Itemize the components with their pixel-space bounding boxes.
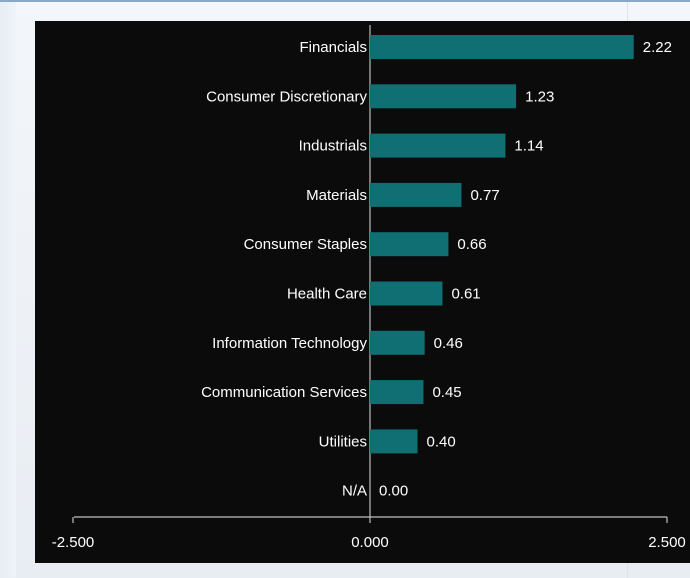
- left-margin: [0, 2, 16, 578]
- bar: [370, 84, 517, 109]
- value-label: 1.14: [514, 138, 543, 155]
- bar: [370, 133, 506, 158]
- category-label: Health Care: [287, 286, 367, 303]
- value-label: 0.40: [427, 433, 456, 450]
- category-label: Communication Services: [201, 384, 367, 401]
- bar: [370, 182, 462, 207]
- bar: [370, 429, 418, 454]
- category-label: Materials: [306, 187, 367, 204]
- bar: [370, 232, 449, 257]
- value-label: 0.45: [432, 384, 461, 401]
- value-label: 0.46: [434, 335, 463, 352]
- top-divider: [0, 0, 690, 2]
- sector-bar-chart: Financials 2.22 Consumer Discretionary 1.23…: [52, 25, 686, 551]
- value-label: 1.23: [525, 88, 554, 105]
- bar: [370, 35, 634, 59]
- category-label: Industrials: [299, 138, 367, 155]
- value-label: 0.61: [451, 286, 480, 303]
- x-tick-label: 2.500: [648, 534, 686, 551]
- category-label: N/A: [342, 483, 367, 500]
- x-tick-label: 0.000: [351, 534, 389, 551]
- value-label: 0.00: [379, 483, 408, 500]
- category-label: Utilities: [319, 433, 367, 450]
- x-tick-label: -2.500: [52, 534, 95, 551]
- bar: [370, 330, 425, 355]
- category-label: Information Technology: [212, 335, 367, 352]
- chart-panel: Financials 2.22 Consumer Discretionary 1.23…: [35, 21, 690, 563]
- value-label: 0.66: [457, 236, 486, 253]
- value-label: 0.77: [470, 187, 499, 204]
- bar: [370, 281, 443, 306]
- category-label: Consumer Staples: [244, 236, 367, 253]
- category-label: Consumer Discretionary: [206, 88, 367, 105]
- bar: [370, 380, 424, 405]
- value-label: 2.22: [643, 39, 672, 56]
- category-label: Financials: [299, 39, 367, 56]
